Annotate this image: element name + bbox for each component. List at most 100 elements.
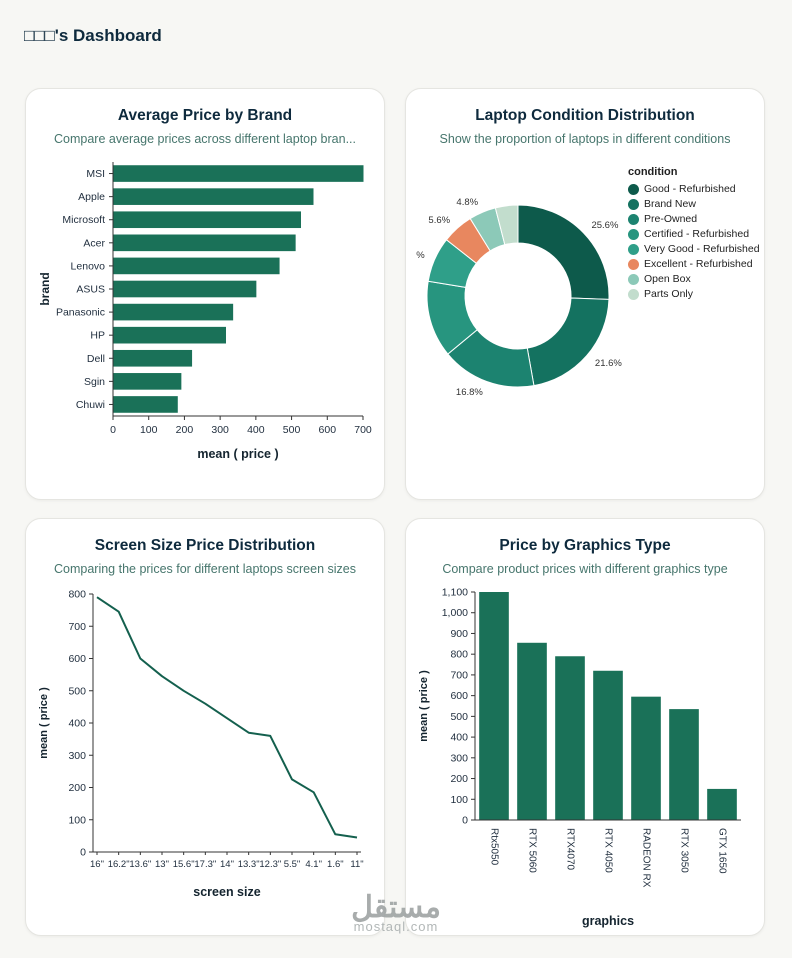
page-title: □□□'s Dashboard bbox=[24, 26, 162, 45]
svg-text:1,000: 1,000 bbox=[442, 607, 468, 619]
svg-text:400: 400 bbox=[247, 424, 265, 436]
svg-text:17.3": 17.3" bbox=[194, 859, 216, 870]
svg-text:100: 100 bbox=[450, 794, 468, 806]
legend-label: Parts Only bbox=[644, 288, 694, 300]
svg-text:Microsoft: Microsoft bbox=[62, 214, 105, 226]
svg-text:5.5": 5.5" bbox=[284, 859, 301, 870]
screen-size-line-chart: 0 100 200 300 400 500 600 700 800 16" 16.2" 13.6" 13… bbox=[26, 584, 384, 914]
chart-card-price-by-graphics: Price by Graphics Type Compare product p… bbox=[405, 518, 765, 936]
svg-text:100: 100 bbox=[140, 424, 158, 436]
legend-label: Good - Refurbished bbox=[644, 183, 736, 195]
svg-text:mean ( price ): mean ( price ) bbox=[418, 670, 430, 742]
bar-Sgin bbox=[113, 373, 182, 390]
svg-text:16.8%: 16.8% bbox=[456, 387, 483, 398]
svg-text:RTX 4050: RTX 4050 bbox=[603, 828, 614, 873]
svg-text:RADEON RX: RADEON RX bbox=[641, 828, 652, 888]
svg-text:Rtx5050: Rtx5050 bbox=[489, 828, 500, 866]
legend-item-Parts Only: Parts Only bbox=[628, 288, 762, 300]
svg-text:700: 700 bbox=[354, 424, 372, 436]
svg-text:700: 700 bbox=[450, 669, 468, 681]
svg-text:25.6%: 25.6% bbox=[591, 220, 618, 231]
svg-text:Dell: Dell bbox=[87, 353, 105, 365]
legend-item-Certified - Refurbished: Certified - Refurbished bbox=[628, 228, 762, 240]
svg-text:Panasonic: Panasonic bbox=[56, 307, 105, 319]
bar-Rtx5050 bbox=[479, 592, 509, 820]
bar-ASUS bbox=[113, 280, 257, 298]
svg-text:Acer: Acer bbox=[83, 237, 105, 249]
bar-HP bbox=[113, 326, 226, 344]
svg-text:300: 300 bbox=[450, 752, 468, 764]
chart-subtitle-screen-size: Comparing the prices for different lapto… bbox=[53, 562, 356, 576]
svg-text:Lenovo: Lenovo bbox=[71, 260, 106, 272]
svg-text:mean ( price ): mean ( price ) bbox=[197, 447, 278, 461]
svg-text:0: 0 bbox=[110, 424, 116, 436]
screen-size-price-distribution-svg: 0 100 200 300 400 500 600 700 800 16" 16.2" 13.6" 13… bbox=[38, 589, 364, 900]
svg-text:GTX 1650: GTX 1650 bbox=[717, 828, 728, 874]
chart-subtitle-brand: Compare average prices across different … bbox=[53, 132, 356, 146]
chart-title-graphics: Price by Graphics Type bbox=[499, 537, 671, 554]
legend-dot bbox=[628, 273, 639, 285]
legend-label: Very Good - Refurbished bbox=[644, 243, 760, 255]
graphics-bar-chart: 0 100 200 300 400 500 600 700 800 900 1,000 1,100 Rt… bbox=[406, 584, 764, 930]
svg-text:%: % bbox=[416, 250, 425, 261]
svg-text:600: 600 bbox=[68, 653, 86, 665]
svg-text:600: 600 bbox=[319, 424, 337, 436]
bar-Microsoft bbox=[113, 211, 301, 229]
legend-label: Certified - Refurbished bbox=[644, 228, 750, 240]
svg-text:100: 100 bbox=[68, 814, 86, 826]
svg-text:mean ( price ): mean ( price ) bbox=[38, 687, 50, 759]
svg-text:4.1": 4.1" bbox=[305, 859, 322, 870]
bar-Apple bbox=[113, 188, 314, 205]
condition-legend: condition Good - Refurbished Brand New Pre-… bbox=[628, 166, 762, 303]
svg-text:RTX 3050: RTX 3050 bbox=[679, 828, 690, 873]
svg-text:13": 13" bbox=[155, 859, 169, 870]
svg-text:MSI: MSI bbox=[86, 168, 105, 180]
bar-MSI bbox=[113, 165, 364, 182]
legend-item-Good - Refurbished: Good - Refurbished bbox=[628, 183, 762, 195]
legend-item-Very Good - Refurbished: Very Good - Refurbished bbox=[628, 243, 762, 255]
donut-slice-Good - Refurbished bbox=[517, 204, 610, 300]
svg-text:700: 700 bbox=[68, 621, 86, 633]
svg-text:400: 400 bbox=[450, 732, 468, 744]
legend-label: Pre-Owned bbox=[644, 213, 698, 225]
legend-dot bbox=[628, 213, 639, 225]
chart-subtitle-condition: Show the proportion of laptops in differ… bbox=[439, 132, 731, 146]
legend-label: Brand New bbox=[644, 198, 696, 210]
price-line bbox=[96, 596, 358, 839]
laptop-condition-distribution-svg: 25.6% 21.6% 16.8%% 5.6% 4.8% bbox=[416, 197, 622, 398]
bar-Acer bbox=[113, 234, 296, 252]
bar-Chuwi bbox=[113, 396, 178, 413]
svg-text:0: 0 bbox=[80, 847, 86, 859]
legend-item-Open Box: Open Box bbox=[628, 273, 762, 285]
svg-text:15.6": 15.6" bbox=[173, 859, 195, 870]
svg-text:900: 900 bbox=[450, 628, 468, 640]
legend-item-Excellent - Refurbished: Excellent - Refurbished bbox=[628, 258, 762, 270]
svg-text:200: 200 bbox=[176, 424, 194, 436]
svg-text:400: 400 bbox=[68, 718, 86, 730]
svg-text:5.6%: 5.6% bbox=[428, 215, 450, 226]
legend-dot bbox=[628, 198, 639, 210]
svg-text:4.8%: 4.8% bbox=[456, 197, 478, 208]
bar-RADEON RX bbox=[631, 696, 661, 820]
legend-dot bbox=[628, 183, 639, 195]
svg-text:500: 500 bbox=[68, 685, 86, 697]
svg-text:brand: brand bbox=[38, 272, 52, 305]
chart-card-condition-distribution: Laptop Condition Distribution Show the p… bbox=[405, 88, 765, 500]
svg-text:200: 200 bbox=[450, 773, 468, 785]
svg-text:HP: HP bbox=[90, 330, 105, 342]
bar-RTX 4050 bbox=[593, 670, 623, 820]
svg-text:21.6%: 21.6% bbox=[595, 358, 622, 369]
bar-RTX 5060 bbox=[517, 642, 547, 820]
bar-GTX 1650 bbox=[707, 788, 737, 820]
condition-donut-svg-holder: 25.6% 21.6% 16.8%% 5.6% 4.8% bbox=[412, 160, 628, 417]
bar-Lenovo bbox=[113, 257, 280, 275]
svg-text:RTX4070: RTX4070 bbox=[565, 828, 576, 871]
donut-slice-Brand New bbox=[526, 297, 610, 387]
svg-text:500: 500 bbox=[283, 424, 301, 436]
svg-text:13.3": 13.3" bbox=[238, 859, 260, 870]
svg-text:0: 0 bbox=[462, 815, 468, 827]
chart-title-screen-size: Screen Size Price Distribution bbox=[94, 537, 316, 554]
svg-text:graphics: graphics bbox=[582, 914, 634, 928]
legend-dot bbox=[628, 288, 639, 300]
